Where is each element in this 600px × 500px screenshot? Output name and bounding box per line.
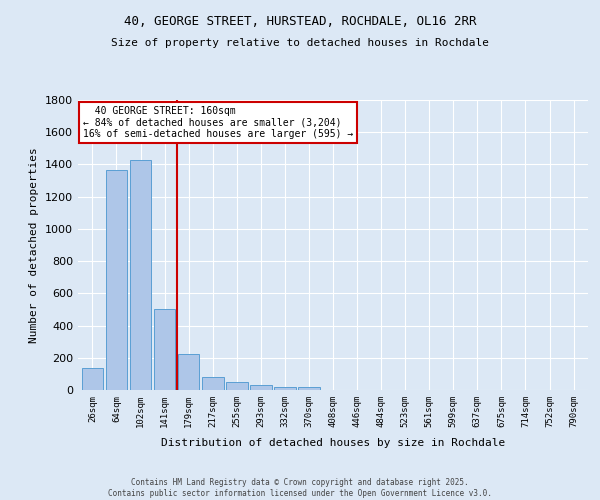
Text: 40, GEORGE STREET, HURSTEAD, ROCHDALE, OL16 2RR: 40, GEORGE STREET, HURSTEAD, ROCHDALE, O… (124, 15, 476, 28)
Bar (250, 385, 272, 390)
Text: Contains HM Land Registry data © Crown copyright and database right 2025.
Contai: Contains HM Land Registry data © Crown c… (108, 478, 492, 498)
Bar (106, 170, 127, 390)
Bar (130, 160, 151, 390)
X-axis label: Distribution of detached houses by size in Rochdale: Distribution of detached houses by size … (161, 438, 505, 448)
Text: Size of property relative to detached houses in Rochdale: Size of property relative to detached ho… (111, 38, 489, 48)
Bar (82, 368, 103, 390)
Bar (226, 382, 248, 390)
Text: 40 GEORGE STREET: 160sqm
← 84% of detached houses are smaller (3,204)
16% of sem: 40 GEORGE STREET: 160sqm ← 84% of detach… (83, 106, 353, 139)
Bar (274, 387, 296, 390)
Y-axis label: Number of detached properties: Number of detached properties (29, 147, 40, 343)
Bar (178, 354, 199, 390)
Bar (298, 387, 320, 390)
Bar (202, 377, 224, 390)
Bar (154, 308, 175, 390)
